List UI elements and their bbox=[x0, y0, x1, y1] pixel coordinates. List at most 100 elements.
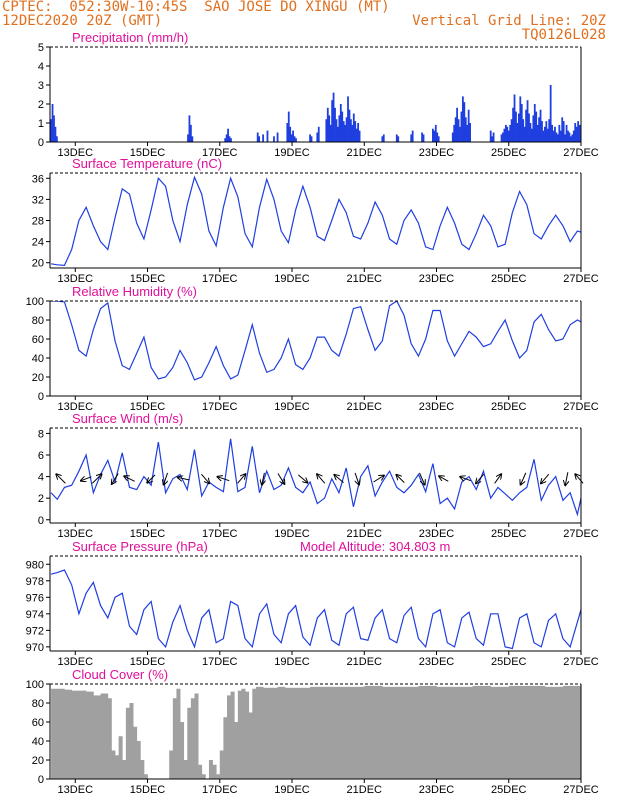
precip-bar bbox=[552, 130, 555, 142]
y-tick-label-cloud: 100 bbox=[26, 679, 44, 691]
x-tick-label-precip: 19DEC bbox=[274, 147, 310, 159]
y-tick-label-cloud: 80 bbox=[32, 698, 44, 710]
precip-bar bbox=[258, 136, 261, 142]
x-tick-label-rh: 19DEC bbox=[274, 401, 310, 413]
precip-bar bbox=[456, 107, 458, 142]
plot-area-cloud bbox=[51, 685, 581, 779]
precip-bar bbox=[504, 124, 507, 142]
cloud-cover-bar bbox=[140, 760, 145, 779]
precip-bar bbox=[565, 124, 568, 142]
precip-bar bbox=[516, 123, 519, 142]
precip-bar bbox=[188, 115, 191, 142]
precip-bar bbox=[571, 134, 574, 142]
precip-bar bbox=[332, 92, 335, 142]
y-tick-label-pres: 972 bbox=[26, 625, 44, 637]
x-tick-label-cloud: 15DEC bbox=[130, 784, 166, 796]
x-tick-label-precip: 21DEC bbox=[347, 147, 383, 159]
wind-vector-arrow bbox=[218, 477, 230, 481]
precip-bar bbox=[53, 115, 55, 142]
cloud-cover-bar bbox=[436, 686, 455, 779]
panel-title-temp: Surface Temperature (nC) bbox=[72, 156, 222, 171]
precip-bar bbox=[224, 138, 227, 142]
precip-bar bbox=[411, 130, 414, 142]
wind-vector-arrow bbox=[494, 474, 502, 484]
cloud-cover-bar bbox=[198, 764, 203, 779]
precip-bar bbox=[290, 134, 293, 142]
cloud-cover-bar bbox=[472, 685, 492, 779]
precip-bar bbox=[513, 94, 516, 142]
x-tick-label-temp: 21DEC bbox=[347, 273, 383, 285]
x-tick-label-wind: 19DEC bbox=[274, 528, 310, 540]
precip-bar bbox=[539, 109, 542, 142]
precip-bar bbox=[310, 136, 313, 142]
precip-bar bbox=[535, 111, 538, 142]
precip-bar bbox=[292, 130, 294, 142]
x-tick-label-cloud: 27DEC bbox=[563, 784, 599, 796]
precip-bar bbox=[348, 109, 351, 142]
precip-bar bbox=[289, 126, 292, 142]
y-tick-label-rh: 60 bbox=[32, 334, 44, 346]
series-line-wind bbox=[50, 438, 581, 517]
x-tick-label-rh: 23DEC bbox=[419, 401, 455, 413]
series-line-rh bbox=[51, 301, 581, 381]
panel-annotation-pres: Model Altitude: 304.803 m bbox=[300, 539, 450, 554]
cloud-cover-bar bbox=[270, 687, 278, 779]
precip-bar bbox=[355, 128, 358, 142]
y-tick-label-rh: 20 bbox=[32, 372, 44, 384]
precip-bar bbox=[309, 134, 311, 142]
y-tick-label-temp: 28 bbox=[32, 216, 44, 228]
cloud-cover-bar bbox=[234, 722, 239, 779]
x-tick-label-precip: 17DEC bbox=[202, 147, 238, 159]
y-tick-label-precip: 2 bbox=[38, 99, 44, 111]
precip-bar bbox=[491, 136, 494, 142]
x-tick-label-pres: 19DEC bbox=[274, 656, 310, 668]
header-location: CPTEC: 052:30W-10:45S SAO JOSE DO XINGU … bbox=[2, 0, 390, 15]
precip-bar bbox=[354, 121, 357, 142]
precip-bar bbox=[422, 134, 425, 142]
cloud-cover-bar bbox=[51, 688, 58, 779]
x-tick-label-rh: 13DEC bbox=[58, 401, 94, 413]
precip-bar bbox=[572, 130, 575, 142]
cloud-cover-bar bbox=[248, 712, 253, 779]
cloud-cover-bar bbox=[216, 774, 221, 779]
precip-bar bbox=[317, 126, 320, 142]
precip-bar bbox=[453, 124, 456, 142]
cloud-cover-bar bbox=[526, 685, 546, 779]
panel-temp: Surface Temperature (nC) 20 24 28 32 36 13DEC 1… bbox=[32, 156, 599, 285]
cloud-cover-bar bbox=[227, 695, 232, 779]
precip-bar bbox=[341, 111, 344, 142]
precip-bar bbox=[568, 132, 571, 142]
y-tick-label-rh: 40 bbox=[32, 353, 44, 365]
precip-bar bbox=[554, 126, 556, 142]
y-tick-label-temp: 20 bbox=[32, 258, 44, 270]
precip-bar bbox=[334, 107, 336, 142]
y-tick-label-pres: 978 bbox=[26, 576, 44, 588]
precip-bar bbox=[512, 107, 514, 142]
x-tick-label-pres: 17DEC bbox=[202, 656, 238, 668]
precip-bar bbox=[287, 111, 290, 142]
cloud-cover-bar bbox=[252, 688, 257, 779]
cloud-cover-bar bbox=[169, 750, 174, 779]
series-line-pres bbox=[50, 569, 581, 650]
precip-bar bbox=[337, 126, 339, 142]
precip-bar bbox=[227, 128, 229, 142]
wind-vector-arrow bbox=[262, 472, 265, 485]
wind-vector-arrow bbox=[124, 476, 135, 482]
panel-title-precip: Precipitation (mm/h) bbox=[72, 30, 188, 45]
precip-bar bbox=[555, 132, 558, 142]
precip-bar bbox=[562, 121, 565, 142]
x-tick-label-wind: 27DEC bbox=[563, 528, 599, 540]
y-tick-label-wind: 4 bbox=[38, 472, 44, 484]
precip-bar bbox=[51, 104, 54, 142]
x-tick-label-rh: 15DEC bbox=[130, 401, 166, 413]
x-tick-label-pres: 21DEC bbox=[347, 656, 383, 668]
wind-vector-arrow bbox=[565, 472, 568, 485]
precip-bar bbox=[262, 134, 265, 142]
precip-bar bbox=[492, 132, 495, 142]
cloud-cover-bar bbox=[93, 695, 101, 779]
wind-vector-arrow bbox=[396, 475, 405, 483]
precip-bar bbox=[558, 124, 561, 142]
panel-title-pres: Surface Pressure (hPa) bbox=[72, 539, 208, 554]
panel-precip: Precipitation (mm/h) 0 1 2 3 4 5 13DEC 15DEC 17DE… bbox=[38, 30, 599, 159]
x-tick-label-pres: 15DEC bbox=[130, 656, 166, 668]
